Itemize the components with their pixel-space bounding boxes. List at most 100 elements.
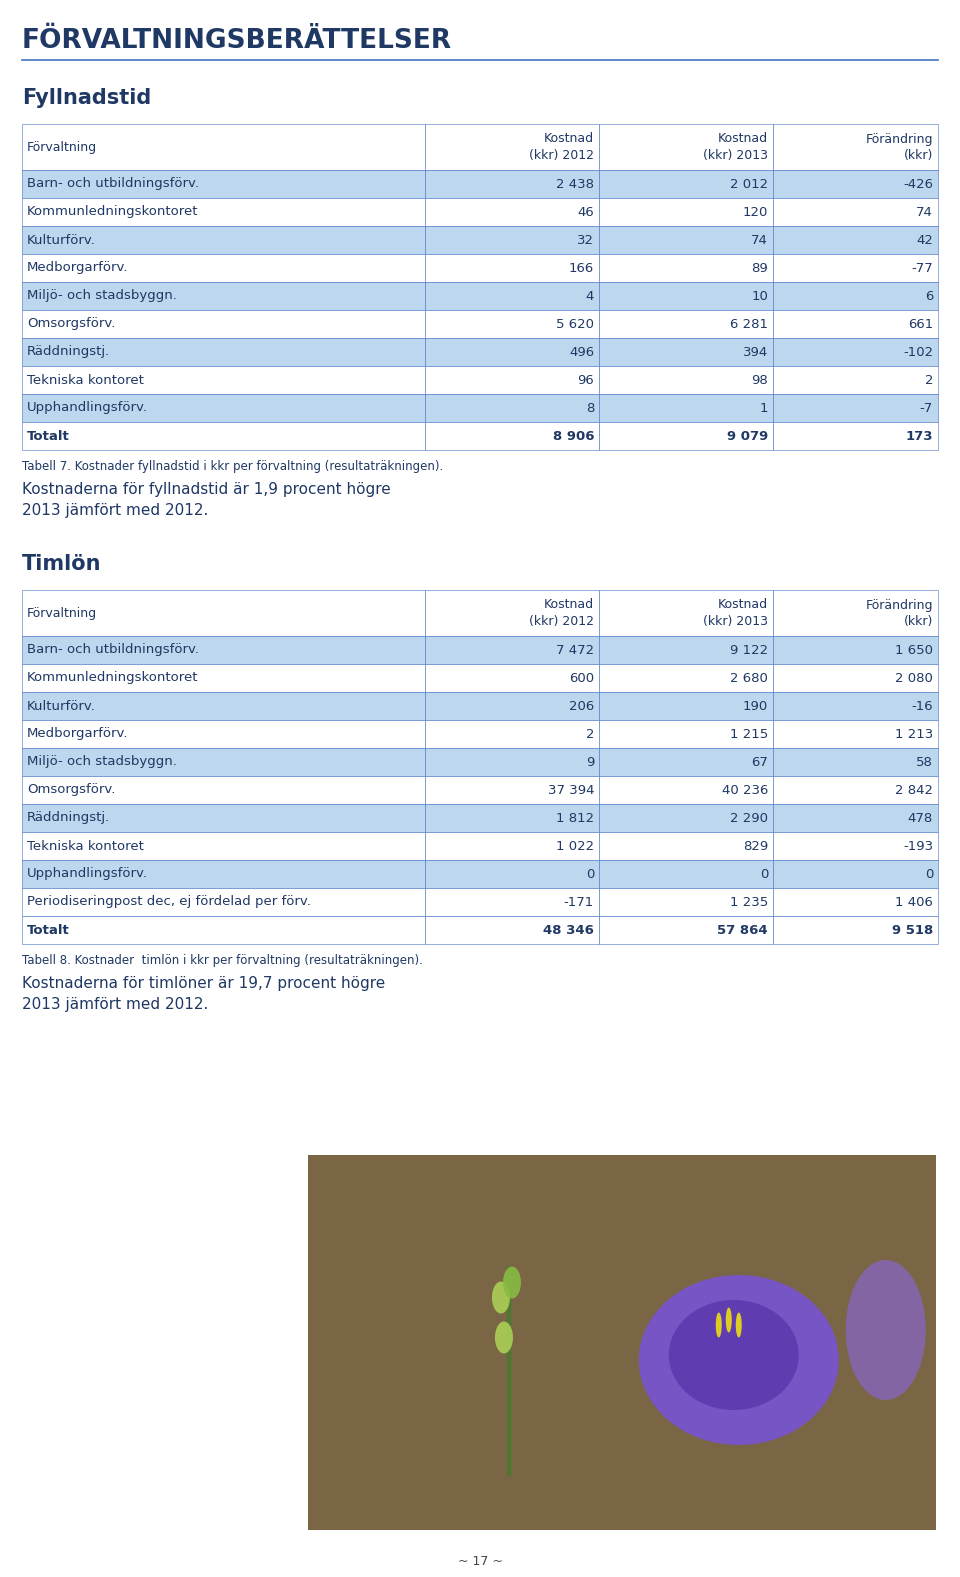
- Bar: [599, 337, 773, 366]
- Text: 661: 661: [908, 317, 933, 331]
- Text: Kommunledningskontoret: Kommunledningskontoret: [27, 672, 199, 684]
- Text: Kostnaderna för timlöner är 19,7 procent högre
2013 jämfört med 2012.: Kostnaderna för timlöner är 19,7 procent…: [22, 976, 385, 1012]
- Bar: [773, 423, 938, 449]
- Bar: [22, 721, 425, 747]
- Ellipse shape: [735, 1312, 742, 1337]
- Bar: [425, 226, 599, 254]
- Text: -77: -77: [911, 262, 933, 274]
- Bar: [22, 636, 425, 664]
- Bar: [773, 282, 938, 311]
- Bar: [599, 776, 773, 804]
- Text: 0: 0: [586, 867, 594, 880]
- Text: 0: 0: [759, 867, 768, 880]
- Bar: [773, 311, 938, 337]
- Bar: [599, 226, 773, 254]
- Bar: [599, 282, 773, 311]
- Bar: [22, 833, 425, 859]
- Text: 32: 32: [577, 233, 594, 246]
- Text: 496: 496: [569, 345, 594, 358]
- Bar: [425, 916, 599, 945]
- Bar: [599, 311, 773, 337]
- Text: Förändring
(kkr): Förändring (kkr): [866, 132, 933, 161]
- Text: -7: -7: [920, 402, 933, 415]
- Text: 46: 46: [577, 205, 594, 219]
- Bar: [773, 636, 938, 664]
- Text: 2 290: 2 290: [731, 812, 768, 825]
- Ellipse shape: [495, 1322, 513, 1353]
- Bar: [425, 311, 599, 337]
- Bar: [773, 721, 938, 747]
- Bar: [599, 721, 773, 747]
- Text: Förvaltning: Förvaltning: [27, 607, 97, 620]
- Bar: [599, 423, 773, 449]
- Bar: [599, 366, 773, 394]
- Bar: [22, 170, 425, 199]
- Text: 173: 173: [905, 429, 933, 443]
- Text: 6 281: 6 281: [731, 317, 768, 331]
- Bar: [425, 664, 599, 692]
- Bar: [773, 199, 938, 226]
- Bar: [425, 747, 599, 776]
- Bar: [22, 888, 425, 916]
- Text: Kostnaderna för fyllnadstid är 1,9 procent högre
2013 jämfört med 2012.: Kostnaderna för fyllnadstid är 1,9 proce…: [22, 483, 391, 517]
- Bar: [599, 833, 773, 859]
- Bar: [22, 394, 425, 423]
- Text: Förvaltning: Förvaltning: [27, 140, 97, 153]
- Text: 190: 190: [743, 700, 768, 713]
- Bar: [773, 859, 938, 888]
- Bar: [599, 394, 773, 423]
- Bar: [22, 804, 425, 833]
- Text: Kostnad
(kkr) 2013: Kostnad (kkr) 2013: [703, 132, 768, 161]
- Text: 98: 98: [752, 374, 768, 386]
- Bar: [425, 888, 599, 916]
- Bar: [22, 366, 425, 394]
- Text: 8 906: 8 906: [553, 429, 594, 443]
- Text: 57 864: 57 864: [717, 924, 768, 937]
- Bar: [22, 311, 425, 337]
- Text: Kulturförv.: Kulturförv.: [27, 700, 96, 713]
- Bar: [425, 859, 599, 888]
- Text: Upphandlingsförv.: Upphandlingsförv.: [27, 867, 148, 880]
- Bar: [773, 226, 938, 254]
- Text: 2 438: 2 438: [556, 178, 594, 191]
- Bar: [599, 636, 773, 664]
- Bar: [425, 170, 599, 199]
- Bar: [425, 423, 599, 449]
- Text: 600: 600: [569, 672, 594, 684]
- Bar: [599, 170, 773, 199]
- Text: 37 394: 37 394: [547, 784, 594, 796]
- Bar: [22, 254, 425, 282]
- Text: 166: 166: [569, 262, 594, 274]
- Bar: [22, 692, 425, 721]
- Bar: [773, 664, 938, 692]
- Text: Periodiseringpost dec, ej fördelad per förv.: Periodiseringpost dec, ej fördelad per f…: [27, 896, 311, 908]
- Text: Kostnad
(kkr) 2013: Kostnad (kkr) 2013: [703, 599, 768, 628]
- Bar: [773, 125, 938, 170]
- Text: 9 079: 9 079: [727, 429, 768, 443]
- Text: 74: 74: [916, 205, 933, 219]
- Text: 1 215: 1 215: [730, 727, 768, 741]
- Ellipse shape: [716, 1312, 722, 1337]
- Text: Medborgarförv.: Medborgarförv.: [27, 262, 129, 274]
- Text: 206: 206: [569, 700, 594, 713]
- Bar: [425, 366, 599, 394]
- Bar: [425, 337, 599, 366]
- Text: 2 012: 2 012: [730, 178, 768, 191]
- Bar: [599, 125, 773, 170]
- Bar: [22, 337, 425, 366]
- Text: 1 213: 1 213: [895, 727, 933, 741]
- Bar: [22, 226, 425, 254]
- Text: 1 235: 1 235: [730, 896, 768, 908]
- Text: Barn- och utbildningsförv.: Barn- och utbildningsförv.: [27, 643, 199, 656]
- Text: 1 022: 1 022: [556, 839, 594, 853]
- Bar: [599, 254, 773, 282]
- Text: Omsorgsförv.: Omsorgsförv.: [27, 784, 115, 796]
- Text: Upphandlingsförv.: Upphandlingsförv.: [27, 402, 148, 415]
- Text: 74: 74: [752, 233, 768, 246]
- Text: Kulturförv.: Kulturförv.: [27, 233, 96, 246]
- Text: Totalt: Totalt: [27, 924, 70, 937]
- Text: Omsorgsförv.: Omsorgsförv.: [27, 317, 115, 331]
- Bar: [22, 859, 425, 888]
- Bar: [425, 692, 599, 721]
- Bar: [773, 366, 938, 394]
